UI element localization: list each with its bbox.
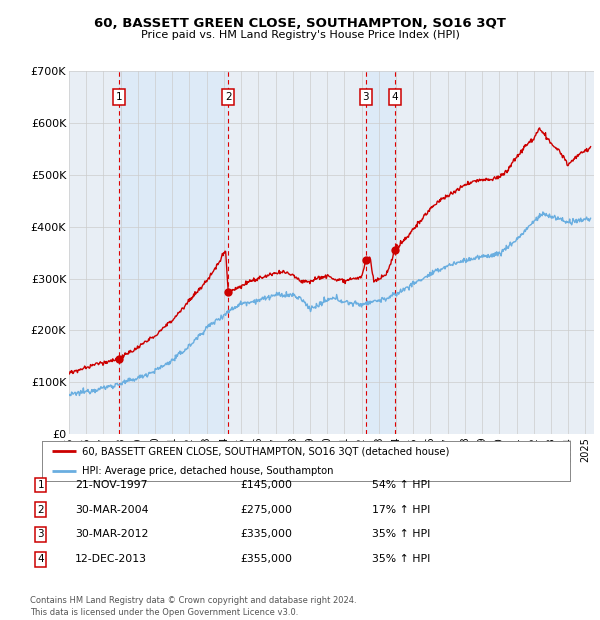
Bar xyxy=(366,71,395,434)
Text: £355,000: £355,000 xyxy=(240,554,292,564)
Text: 21-NOV-1997: 21-NOV-1997 xyxy=(75,480,148,490)
Text: 60, BASSETT GREEN CLOSE, SOUTHAMPTON, SO16 3QT: 60, BASSETT GREEN CLOSE, SOUTHAMPTON, SO… xyxy=(94,17,506,30)
Text: £335,000: £335,000 xyxy=(240,529,292,539)
Text: 60, BASSETT GREEN CLOSE, SOUTHAMPTON, SO16 3QT (detached house): 60, BASSETT GREEN CLOSE, SOUTHAMPTON, SO… xyxy=(82,446,449,456)
Text: 1: 1 xyxy=(37,480,44,490)
Text: 17% ↑ HPI: 17% ↑ HPI xyxy=(372,505,430,515)
Text: 4: 4 xyxy=(392,92,398,102)
Text: 54% ↑ HPI: 54% ↑ HPI xyxy=(372,480,430,490)
Text: £145,000: £145,000 xyxy=(240,480,292,490)
Text: 2: 2 xyxy=(225,92,232,102)
Text: 3: 3 xyxy=(362,92,369,102)
Text: Contains HM Land Registry data © Crown copyright and database right 2024.
This d: Contains HM Land Registry data © Crown c… xyxy=(30,596,356,617)
Text: 2: 2 xyxy=(37,505,44,515)
Text: 35% ↑ HPI: 35% ↑ HPI xyxy=(372,554,430,564)
Bar xyxy=(119,71,228,434)
Text: 12-DEC-2013: 12-DEC-2013 xyxy=(75,554,147,564)
Text: Price paid vs. HM Land Registry's House Price Index (HPI): Price paid vs. HM Land Registry's House … xyxy=(140,30,460,40)
Text: 30-MAR-2004: 30-MAR-2004 xyxy=(75,505,149,515)
Text: 4: 4 xyxy=(37,554,44,564)
Text: 1: 1 xyxy=(115,92,122,102)
Text: 30-MAR-2012: 30-MAR-2012 xyxy=(75,529,148,539)
Text: £275,000: £275,000 xyxy=(240,505,292,515)
Text: 3: 3 xyxy=(37,529,44,539)
Text: HPI: Average price, detached house, Southampton: HPI: Average price, detached house, Sout… xyxy=(82,466,333,476)
Text: 35% ↑ HPI: 35% ↑ HPI xyxy=(372,529,430,539)
